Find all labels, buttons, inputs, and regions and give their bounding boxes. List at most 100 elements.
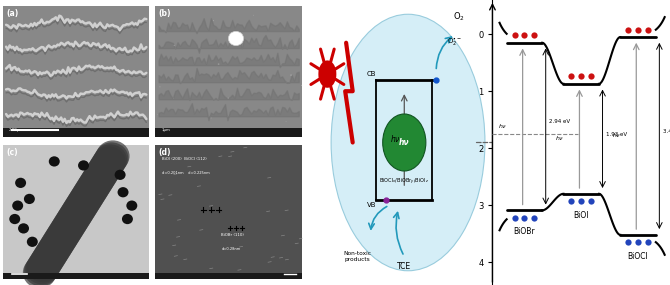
Circle shape (92, 146, 126, 178)
Circle shape (33, 241, 66, 272)
Circle shape (36, 237, 69, 268)
Circle shape (285, 121, 287, 122)
Circle shape (84, 160, 117, 192)
Circle shape (43, 225, 76, 257)
FancyBboxPatch shape (3, 128, 149, 137)
Circle shape (122, 214, 133, 224)
Circle shape (91, 148, 125, 180)
Circle shape (31, 243, 65, 274)
Circle shape (94, 144, 127, 176)
Circle shape (15, 178, 26, 188)
Text: BiOCl$_x$/BiOBr$_y$/BiOI$_z$: BiOCl$_x$/BiOBr$_y$/BiOI$_z$ (379, 177, 429, 187)
Circle shape (65, 190, 98, 221)
Circle shape (55, 205, 88, 237)
Text: BiOI: BiOI (574, 211, 589, 220)
Text: 1μm: 1μm (161, 128, 170, 132)
Circle shape (9, 214, 20, 224)
Circle shape (52, 211, 85, 243)
Ellipse shape (331, 14, 485, 271)
Circle shape (59, 200, 92, 231)
Circle shape (76, 172, 110, 203)
Circle shape (88, 152, 122, 184)
FancyBboxPatch shape (3, 6, 149, 137)
Text: 1.93 eV: 1.93 eV (606, 132, 627, 137)
Text: d=0.201nm    d=0.225nm: d=0.201nm d=0.225nm (161, 171, 209, 175)
Circle shape (71, 180, 105, 211)
Circle shape (75, 174, 109, 205)
FancyBboxPatch shape (155, 6, 302, 137)
Circle shape (44, 223, 78, 255)
Circle shape (159, 86, 161, 87)
Text: TCE: TCE (397, 262, 411, 271)
Circle shape (62, 194, 96, 225)
FancyBboxPatch shape (155, 128, 302, 137)
Circle shape (42, 227, 75, 259)
Circle shape (78, 170, 111, 201)
Circle shape (318, 60, 336, 88)
Text: hν: hν (399, 138, 409, 147)
Circle shape (96, 141, 129, 172)
Circle shape (36, 235, 70, 266)
Text: O$_2$: O$_2$ (453, 10, 464, 23)
Circle shape (90, 150, 123, 182)
Text: Non-toxic
products: Non-toxic products (344, 251, 371, 262)
Circle shape (85, 158, 119, 190)
Circle shape (38, 233, 71, 264)
Circle shape (81, 164, 115, 196)
FancyBboxPatch shape (3, 145, 149, 279)
Text: (c): (c) (6, 148, 17, 157)
Text: 3.47 eV: 3.47 eV (663, 129, 670, 134)
Circle shape (72, 178, 106, 209)
Text: d=0.28nm: d=0.28nm (221, 247, 241, 251)
Circle shape (45, 221, 78, 253)
Text: BiOCl: BiOCl (628, 252, 649, 261)
Circle shape (64, 192, 97, 223)
Text: hν: hν (499, 124, 507, 129)
Circle shape (49, 215, 82, 247)
Circle shape (12, 201, 23, 211)
Circle shape (62, 196, 95, 227)
Circle shape (94, 142, 129, 174)
Circle shape (87, 154, 121, 186)
Circle shape (66, 188, 100, 219)
Text: 2.94 eV: 2.94 eV (549, 119, 570, 125)
Circle shape (69, 184, 103, 215)
Circle shape (60, 198, 94, 229)
Text: hν: hν (391, 135, 400, 144)
Circle shape (115, 170, 125, 180)
Circle shape (80, 166, 113, 198)
Text: 2.00μm: 2.00μm (9, 128, 24, 132)
Circle shape (228, 31, 244, 46)
Circle shape (27, 237, 38, 247)
Text: (a): (a) (6, 9, 18, 18)
Ellipse shape (383, 114, 426, 171)
Circle shape (174, 45, 175, 46)
Text: hν: hν (613, 133, 620, 139)
Text: (b): (b) (159, 9, 171, 18)
Circle shape (56, 203, 90, 235)
Text: CB: CB (366, 71, 377, 77)
Text: hν: hν (556, 136, 563, 141)
Circle shape (210, 117, 212, 119)
Circle shape (127, 201, 137, 211)
Circle shape (117, 187, 129, 197)
Text: O$_2^{•-}$: O$_2^{•-}$ (448, 36, 462, 48)
Circle shape (86, 156, 120, 188)
Circle shape (40, 229, 74, 260)
Circle shape (24, 255, 58, 285)
Circle shape (68, 186, 101, 217)
Circle shape (58, 201, 91, 233)
Text: BiOI (200)  BiOCl (112): BiOI (200) BiOCl (112) (161, 157, 206, 161)
Circle shape (39, 231, 72, 262)
Text: VB: VB (366, 202, 377, 208)
Circle shape (54, 207, 87, 239)
Circle shape (18, 223, 29, 233)
Circle shape (82, 162, 116, 194)
Circle shape (78, 160, 89, 170)
Text: BiOBr (110): BiOBr (110) (221, 233, 244, 237)
Circle shape (25, 253, 59, 284)
Circle shape (290, 74, 291, 76)
Circle shape (29, 247, 62, 278)
Text: BiOBr: BiOBr (514, 227, 535, 237)
Text: (d): (d) (159, 148, 171, 157)
